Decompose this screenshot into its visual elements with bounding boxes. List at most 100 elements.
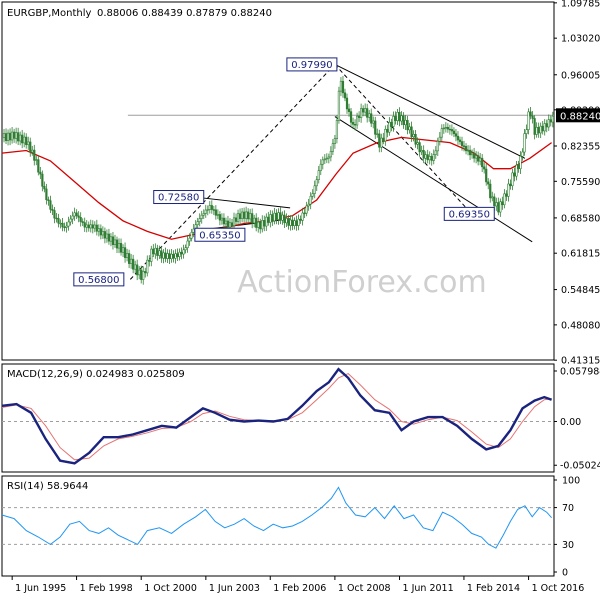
candle-body <box>144 271 147 274</box>
candle-body <box>388 121 391 133</box>
candle-body <box>99 228 102 236</box>
candle-body <box>73 212 76 217</box>
candle-body <box>386 128 389 133</box>
candle-body <box>220 217 224 221</box>
candle-body <box>285 218 288 224</box>
candle-body <box>309 195 312 205</box>
candle-body <box>537 127 540 134</box>
candle-body <box>353 124 357 126</box>
chart-ohlc-label: 0.88006 0.88439 0.87879 0.88240 <box>97 8 272 19</box>
price-y-tick-label: 0.96005 <box>561 70 600 81</box>
candle-body <box>101 231 104 236</box>
candle-body <box>176 253 179 257</box>
candle-body <box>410 126 413 138</box>
candle-body <box>71 215 74 220</box>
candle-body <box>331 143 334 152</box>
price-panel: EURGBP,Monthly 0.88006 0.88439 0.87879 0… <box>1 0 600 367</box>
candle-body <box>372 120 375 124</box>
candle-body <box>374 120 377 135</box>
price-y-tick-label: 0.41315 <box>561 356 600 367</box>
price-y-tick-label: 0.68580 <box>561 213 600 224</box>
candle-body <box>25 136 28 146</box>
candle-body <box>454 133 458 137</box>
candle-body <box>368 113 371 118</box>
candle-body <box>481 157 484 168</box>
price-level-box <box>194 227 246 242</box>
candle-body <box>55 217 58 220</box>
candle-body <box>51 209 54 211</box>
candle-body <box>287 218 290 226</box>
candle-body <box>458 139 462 142</box>
candle-body <box>339 80 343 92</box>
candle-body <box>390 121 393 127</box>
candle-body <box>150 248 153 262</box>
price-y-tick-label: 0.48080 <box>561 320 600 331</box>
candle-body <box>362 108 365 113</box>
candle-body <box>134 264 137 270</box>
rsi-y-tick-label: 70 <box>562 503 574 514</box>
candle-body <box>358 115 361 118</box>
macd-title: MACD(12,26,9) 0.024983 0.025809 <box>7 369 185 380</box>
candle-body <box>35 159 38 161</box>
candle-body <box>398 111 401 122</box>
candle-body <box>515 164 518 177</box>
candle-body <box>226 220 230 228</box>
candle-body <box>75 212 78 217</box>
x-tick-label: 1 Jun 2011 <box>403 583 454 594</box>
candle-body <box>59 222 62 225</box>
candle-body <box>13 131 16 139</box>
candle-body <box>549 119 552 123</box>
candle-body <box>299 218 302 221</box>
candle-body <box>178 251 181 257</box>
candle-body <box>109 236 113 242</box>
price-level-box <box>286 57 338 72</box>
price-level-label: 0.97990 <box>291 60 332 71</box>
candle-body <box>2 133 6 138</box>
price-y-tick-label: 0.61815 <box>561 249 600 260</box>
candle-body <box>414 134 417 145</box>
candle-body <box>41 173 44 187</box>
candle-body <box>321 159 324 165</box>
candle-body <box>317 170 320 180</box>
candle-body <box>384 128 387 142</box>
candle-body <box>483 166 486 170</box>
candle-body <box>420 150 423 153</box>
price-y-tick-label: 1.09785 <box>561 0 600 9</box>
candle-body <box>432 154 435 161</box>
macd-panel: MACD(12,26,9) 0.024983 0.025809 0.057984… <box>1 363 600 473</box>
candle-body <box>69 218 72 223</box>
candle-body <box>539 125 542 134</box>
candle-body <box>39 171 42 175</box>
candle-body <box>240 211 244 219</box>
price-panel-frame <box>1 1 555 361</box>
candle-body <box>89 224 92 229</box>
candle-body <box>19 134 22 142</box>
candle-body <box>392 116 395 127</box>
candle-body <box>408 126 411 131</box>
candle-body <box>349 111 353 123</box>
candle-body <box>49 200 52 210</box>
candle-body <box>497 202 500 213</box>
current-price-label: 0.88240 <box>560 111 600 122</box>
candle-body <box>446 127 449 130</box>
candle-body <box>501 201 504 206</box>
price-trendlines <box>129 63 533 280</box>
candle-body <box>154 247 157 255</box>
candle-body <box>10 131 14 141</box>
candle-body <box>513 172 516 177</box>
candle-body <box>204 209 207 214</box>
candle-body <box>426 154 429 161</box>
candle-body <box>212 209 215 211</box>
candle-body <box>416 142 419 145</box>
candle-body <box>412 134 415 138</box>
candle-body <box>533 118 536 135</box>
candle-body <box>198 218 201 222</box>
candle-body <box>174 253 177 259</box>
candle-body <box>511 172 514 187</box>
candle-body <box>166 253 169 259</box>
candle-body <box>305 205 308 214</box>
candle-body <box>81 221 84 223</box>
candle-body <box>323 158 326 161</box>
trendline <box>198 196 291 209</box>
